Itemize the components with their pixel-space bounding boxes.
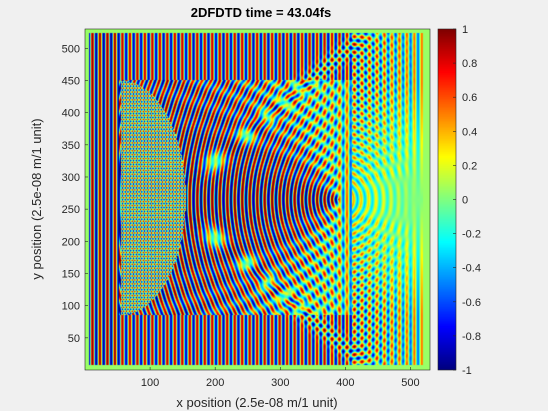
y-axis-label: y position (2.5e-08 m/1 unit) [29, 118, 44, 279]
y-tick-label: 250 [62, 204, 80, 216]
y-tick-label: 450 [62, 75, 80, 87]
y-tick-label: 150 [62, 268, 80, 280]
colorbar-ticks: 1 0.8 0.6 0.4 0.2 0 -0.2 -0.4 -0.6 -0.8 -1 [453, 24, 481, 377]
colorbar-tick-label: 0.8 [462, 58, 477, 70]
x-tick-label: 500 [401, 377, 419, 389]
colorbar: 1 0.8 0.6 0.4 0.2 0 -0.2 -0.4 -0.6 -0.8 -1 [438, 24, 481, 377]
y-tick-label: 50 [68, 333, 80, 345]
colorbar-tick-label: -0.6 [462, 297, 481, 309]
plot-area [85, 29, 430, 370]
y-tick-label: 300 [62, 172, 80, 184]
colorbar-tick-label: 0.6 [462, 92, 477, 104]
x-axis-label: x position (2.5e-08 m/1 unit) [176, 395, 337, 410]
y-tick-label: 350 [62, 140, 80, 152]
field-heatmap [85, 29, 430, 370]
chart-title: 2DFDTD time = 43.04fs [191, 5, 332, 20]
y-tick-label: 400 [62, 108, 80, 120]
y-tick-label: 500 [62, 43, 80, 55]
colorbar-tick-label: 0.2 [462, 160, 477, 172]
x-tick-label: 400 [336, 377, 354, 389]
colorbar-tick-label: -0.2 [462, 229, 481, 241]
x-tick-label: 300 [271, 377, 289, 389]
y-tick-label: 100 [62, 301, 80, 313]
colorbar-tick-label: 0.4 [462, 126, 477, 138]
colorbar-tick-label: -1 [462, 365, 472, 377]
colorbar-tick-label: -0.4 [462, 263, 481, 275]
x-tick-label: 200 [206, 377, 224, 389]
y-tick-label: 200 [62, 236, 80, 248]
colorbar-tick-label: 0 [462, 195, 468, 207]
x-tick-label: 100 [141, 377, 159, 389]
colorbar-tick-label: 1 [462, 24, 468, 36]
colorbar-tick-label: -0.8 [462, 331, 481, 343]
